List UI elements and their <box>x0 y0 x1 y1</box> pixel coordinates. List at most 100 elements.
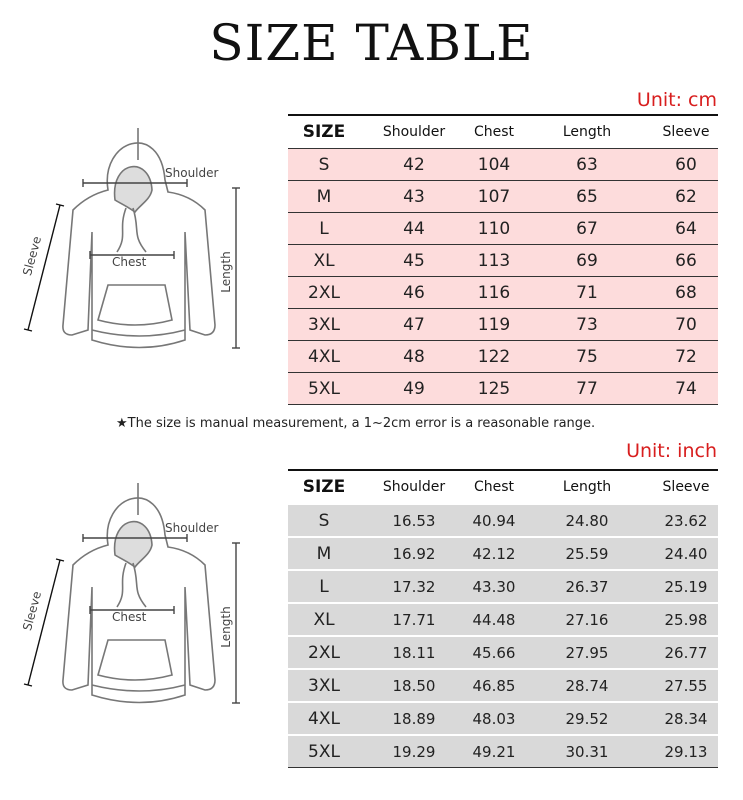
column-header: Sleeve <box>662 479 710 495</box>
table-cell: 24.80 <box>565 511 609 530</box>
table-header: SIZE Shoulder Chest Length Sleeve <box>288 116 718 148</box>
table-row: 3XL 18.50 46.85 28.74 27.55 <box>288 668 718 701</box>
column-header: SIZE <box>302 477 346 497</box>
table-cell: 29.52 <box>565 709 609 728</box>
table-cell: 24.40 <box>664 544 708 563</box>
table-row: M 16.92 42.12 25.59 24.40 <box>288 536 718 569</box>
table-row: XL 17.71 44.48 27.16 25.98 <box>288 602 718 635</box>
hoodie-measurement-diagram-inch: Shoulder Chest Length Sleeve <box>20 482 241 704</box>
column-header: Chest <box>473 479 515 495</box>
table-cell: 49.21 <box>472 742 516 761</box>
table-cell: 67 <box>576 218 598 239</box>
table-row: S 42 104 63 60 <box>288 148 718 180</box>
table-cell: 27.16 <box>565 610 609 629</box>
table-cell: 46.85 <box>472 676 516 695</box>
table-cell: 25.59 <box>565 544 609 563</box>
chest-label: Chest <box>112 610 147 624</box>
table-cell: 113 <box>477 250 511 271</box>
table-row: S 16.53 40.94 24.80 23.62 <box>288 503 718 536</box>
table-cell: 18.11 <box>392 643 436 662</box>
table-cell: 77 <box>576 378 598 399</box>
table-cell: XL <box>313 609 335 630</box>
table-cell: 49 <box>403 378 425 399</box>
table-cell: 28.34 <box>664 709 708 728</box>
unit-cm-label: Unit: cm <box>636 89 717 111</box>
table-cell: 42.12 <box>472 544 516 563</box>
table-cell: S <box>318 510 330 531</box>
table-cell: L <box>319 576 329 597</box>
table-cell: 43.30 <box>472 577 516 596</box>
table-cell: 16.53 <box>392 511 436 530</box>
table-cell: 25.98 <box>664 610 708 629</box>
shoulder-label: Shoulder <box>165 521 219 535</box>
table-cell: 26.77 <box>664 643 708 662</box>
table-cell: S <box>318 154 330 175</box>
table-cell: 4XL <box>308 346 340 367</box>
table-row: 5XL 49 125 77 74 <box>288 372 718 405</box>
table-cell: 27.95 <box>565 643 609 662</box>
table-cell: 16.92 <box>392 544 436 563</box>
table-cell: 60 <box>675 154 697 175</box>
table-cell: 40.94 <box>472 511 516 530</box>
table-cell: 116 <box>477 282 511 303</box>
table-cell: 48 <box>403 346 425 367</box>
hoodie-measurement-diagram-cm: Shoulder Chest Length Sleeve <box>20 127 241 349</box>
table-cell: 68 <box>675 282 697 303</box>
table-cell: 75 <box>576 346 598 367</box>
table-cell: 110 <box>477 218 511 239</box>
sleeve-label: Sleeve <box>20 235 44 277</box>
column-header: Sleeve <box>662 124 710 140</box>
table-cell: 18.89 <box>392 709 436 728</box>
column-header: SIZE <box>302 122 346 142</box>
table-cell: 119 <box>477 314 511 335</box>
table-cell: 4XL <box>308 708 340 729</box>
table-cell: 19.29 <box>392 742 436 761</box>
table-cell: 26.37 <box>565 577 609 596</box>
table-cell: 17.71 <box>392 610 436 629</box>
shoulder-label: Shoulder <box>165 166 219 180</box>
table-cell: 46 <box>403 282 425 303</box>
table-cell: 44 <box>403 218 425 239</box>
table-cell: 107 <box>477 186 511 207</box>
table-cell: 70 <box>675 314 697 335</box>
column-header: Length <box>562 124 612 140</box>
table-header: SIZE Shoulder Chest Length Sleeve <box>288 471 718 503</box>
table-cell: 5XL <box>308 741 340 762</box>
table-cell: 2XL <box>308 282 340 303</box>
table-cell: 27.55 <box>664 676 708 695</box>
chest-label: Chest <box>112 255 147 269</box>
table-cell: 23.62 <box>664 511 708 530</box>
column-header: Length <box>562 479 612 495</box>
table-cell: 44.48 <box>472 610 516 629</box>
size-table-inch: SIZE Shoulder Chest Length Sleeve S 16.53 40.94… <box>288 469 718 768</box>
table-cell: 5XL <box>308 378 340 399</box>
table-cell: 122 <box>477 346 511 367</box>
table-row: 2XL 46 116 71 68 <box>288 276 718 308</box>
table-cell: 104 <box>477 154 511 175</box>
table-cell: 71 <box>576 282 598 303</box>
length-label: Length <box>219 251 233 292</box>
table-cell: 29.13 <box>664 742 708 761</box>
table-row: XL 45 113 69 66 <box>288 244 718 276</box>
table-row: M 43 107 65 62 <box>288 180 718 212</box>
table-cell: 28.74 <box>565 676 609 695</box>
table-cell: L <box>319 218 329 239</box>
table-cell: 2XL <box>308 642 340 663</box>
table-cell: 42 <box>403 154 425 175</box>
table-cell: 18.50 <box>392 676 436 695</box>
column-header: Shoulder <box>382 124 446 140</box>
table-row: 3XL 47 119 73 70 <box>288 308 718 340</box>
column-header: Chest <box>473 124 515 140</box>
table-cell: M <box>316 186 332 207</box>
table-cell: 72 <box>675 346 697 367</box>
table-cell: 125 <box>477 378 511 399</box>
table-row: L 44 110 67 64 <box>288 212 718 244</box>
table-cell: 69 <box>576 250 598 271</box>
table-cell: 25.19 <box>664 577 708 596</box>
table-row: 2XL 18.11 45.66 27.95 26.77 <box>288 635 718 668</box>
column-header: Shoulder <box>382 479 446 495</box>
table-row: 4XL 18.89 48.03 29.52 28.34 <box>288 701 718 734</box>
table-cell: XL <box>313 250 335 271</box>
unit-inch-label: Unit: inch <box>626 440 717 462</box>
table-cell: 17.32 <box>392 577 436 596</box>
